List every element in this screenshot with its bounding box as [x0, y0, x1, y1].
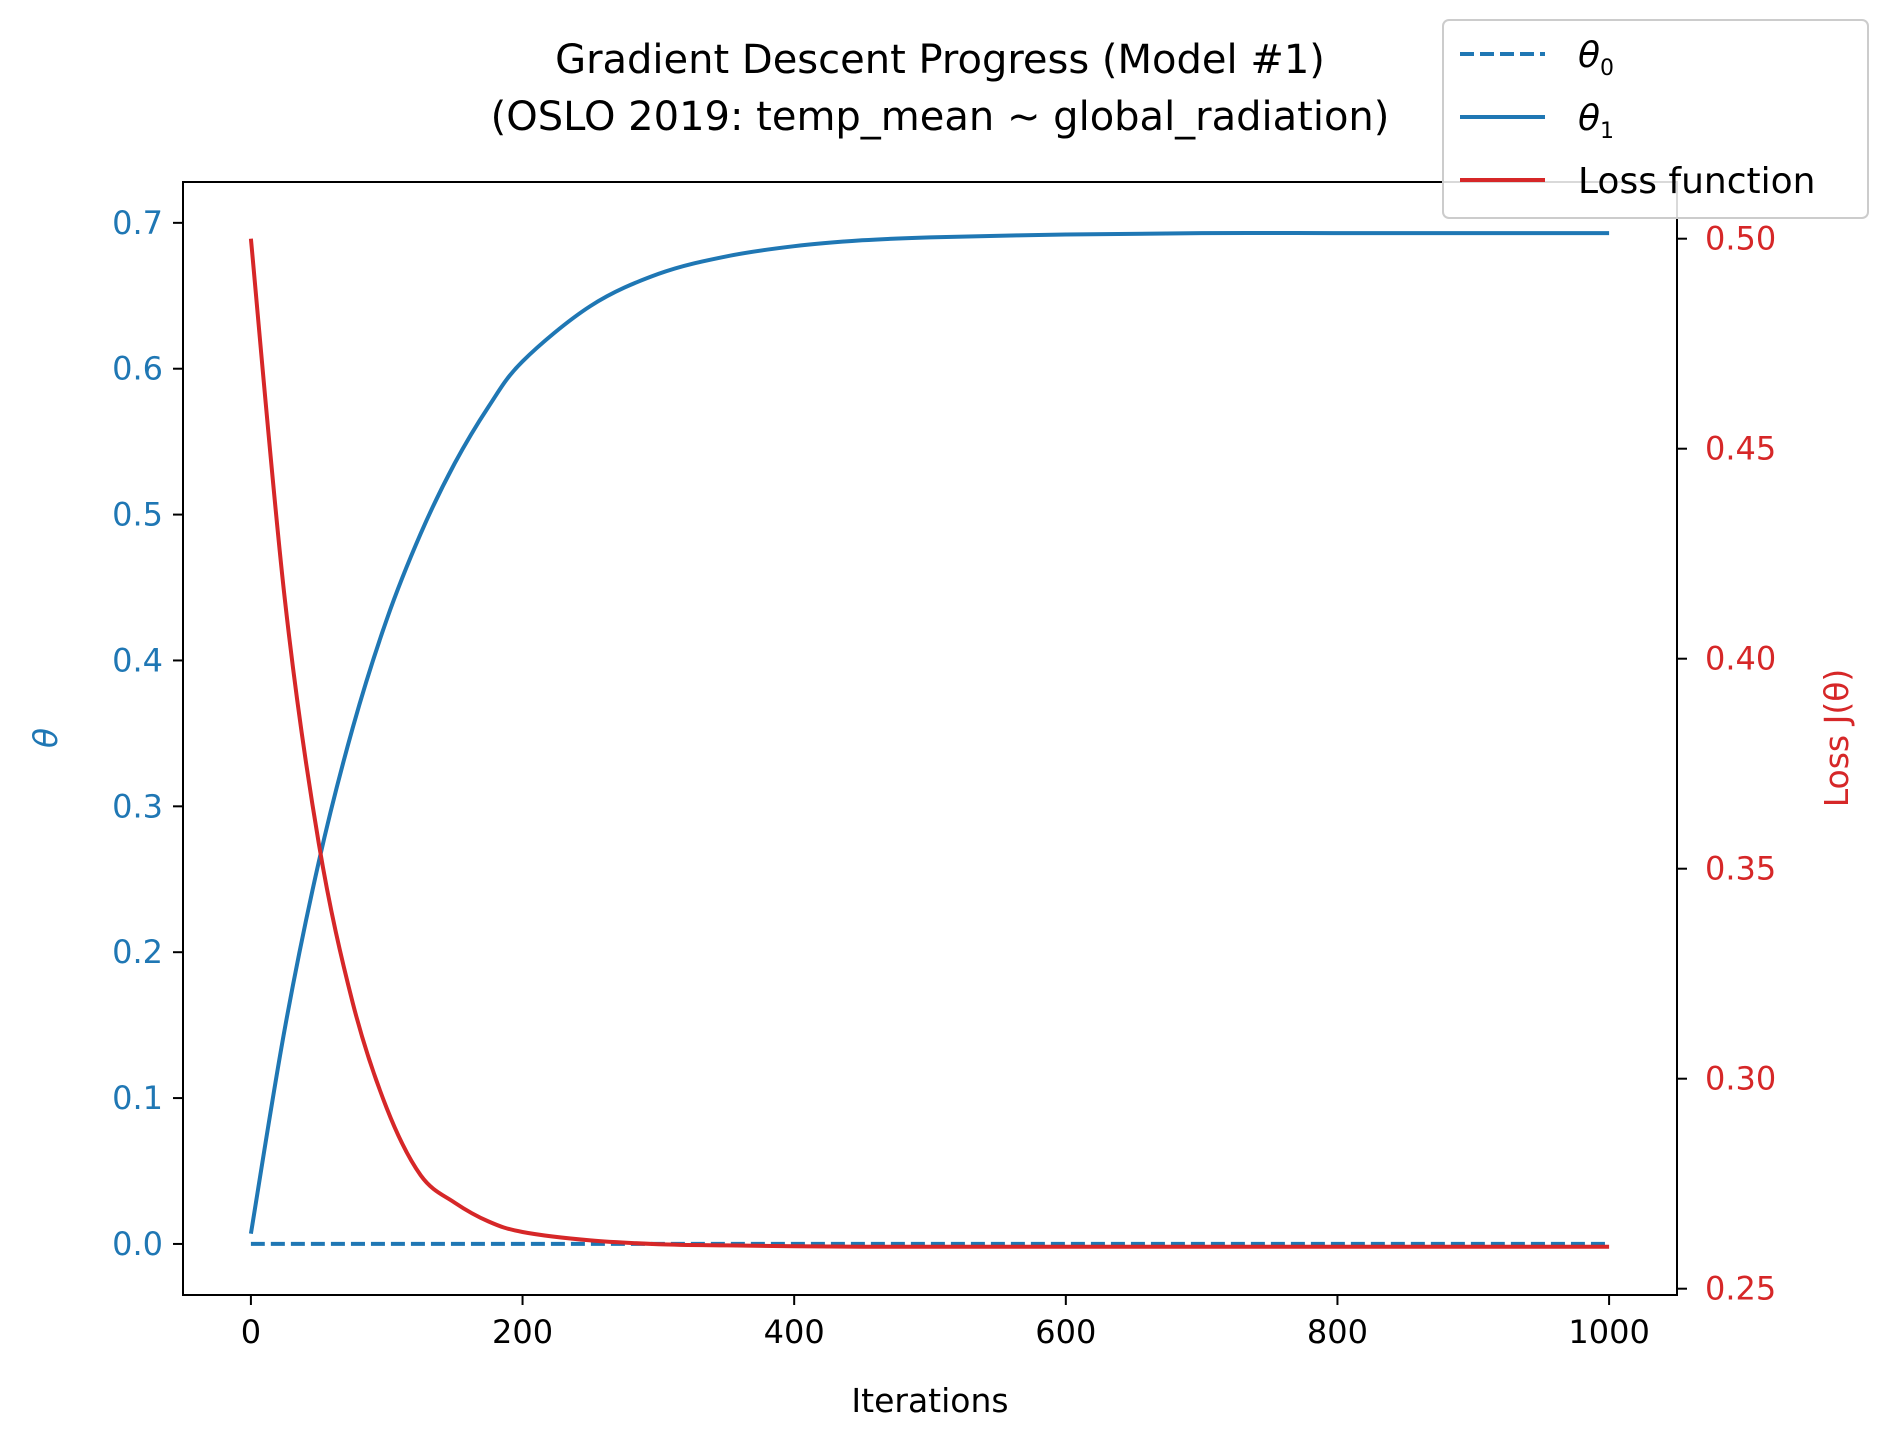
y-axis-left: 0.0 0.1 0.2 0.3 0.4 0.5 0.6 0.7	[112, 204, 183, 1263]
x-tick-label: 0	[241, 1313, 261, 1351]
y-right-tick-label: 0.40	[1705, 640, 1776, 678]
x-tick-label: 600	[1035, 1313, 1096, 1351]
y-left-tick-label: 0.7	[112, 204, 163, 242]
y-right-tick-label: 0.30	[1705, 1060, 1776, 1098]
y-left-tick-label: 0.3	[112, 787, 163, 825]
chart-subtitle: (OSLO 2019: temp_mean ~ global_radiation…	[491, 94, 1390, 140]
legend-label-theta1: θ1	[1578, 98, 1614, 144]
y-right-tick-label: 0.50	[1705, 220, 1776, 258]
series-loss-line	[248, 238, 1610, 1249]
y-left-tick-label: 0.5	[112, 496, 163, 534]
y-left-tick-label: 0.4	[112, 641, 163, 679]
x-tick-label: 800	[1307, 1313, 1368, 1351]
y-left-tick-label: 0.2	[112, 933, 163, 971]
y-axis-left-label: θ	[26, 728, 65, 748]
chart-title: Gradient Descent Progress (Model #1)	[555, 37, 1325, 83]
y-axis-right-label: Loss J(θ)	[1817, 669, 1856, 808]
y-axis-right: 0.25 0.30 0.35 0.40 0.45 0.50	[1677, 220, 1776, 1308]
x-axis: 0 200 400 600 800 1000	[241, 1295, 1650, 1351]
y-right-tick-label: 0.45	[1705, 430, 1776, 468]
legend-label-theta0: θ0	[1578, 35, 1614, 81]
plot-frame	[182, 181, 1678, 1296]
plot-area	[248, 230, 1610, 1249]
legend: θ0 θ1 Loss function	[1442, 19, 1869, 219]
y-right-tick-label: 0.35	[1705, 850, 1776, 888]
legend-box	[1442, 19, 1869, 219]
x-tick-label: 1000	[1568, 1313, 1649, 1351]
y-left-tick-label: 0.0	[112, 1225, 163, 1263]
x-tick-label: 400	[764, 1313, 825, 1351]
y-left-tick-label: 0.1	[112, 1079, 163, 1117]
x-axis-label: Iterations	[851, 1381, 1008, 1420]
y-left-tick-label: 0.6	[112, 350, 163, 388]
legend-label-loss: Loss function	[1578, 161, 1815, 202]
x-tick-label: 200	[492, 1313, 553, 1351]
y-right-tick-label: 0.25	[1705, 1270, 1776, 1308]
series-theta1-line	[248, 230, 1610, 1235]
